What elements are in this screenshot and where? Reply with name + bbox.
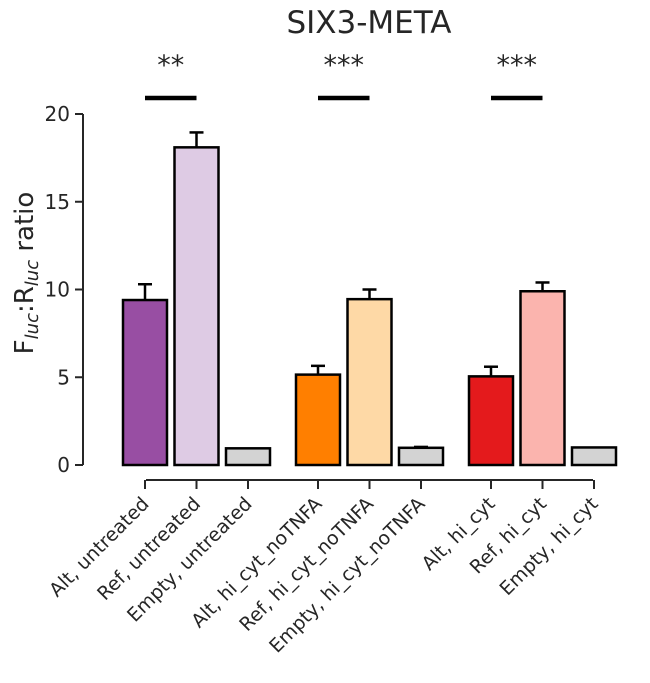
bar xyxy=(397,446,445,467)
bar xyxy=(346,297,393,467)
bar xyxy=(121,298,169,467)
significance-label: *** xyxy=(324,50,365,81)
bar xyxy=(294,373,342,467)
y-tick-label: 0 xyxy=(57,453,70,477)
bar xyxy=(570,446,618,467)
y-tick-label: 15 xyxy=(45,190,70,214)
bar xyxy=(173,146,220,467)
error-bars xyxy=(138,131,550,449)
bar xyxy=(467,375,515,467)
y-tick-label: 10 xyxy=(45,278,70,302)
bars xyxy=(121,146,618,467)
y-axis-label-sub1: luc xyxy=(22,313,43,339)
bar xyxy=(224,447,272,467)
y-axis-label-mid: :R xyxy=(10,286,40,313)
significance-label: *** xyxy=(497,50,538,81)
significance-label: ** xyxy=(157,50,184,81)
y-axis-label: Fluc:Rluc ratio xyxy=(10,192,43,355)
y-tick-label: 5 xyxy=(57,365,70,389)
significance-markers: ** *** *** xyxy=(145,50,543,101)
chart-title: SIX3-META xyxy=(286,5,451,41)
y-tick-label: 20 xyxy=(45,102,70,126)
y-axis-label-tail: ratio xyxy=(10,192,40,260)
y-ticks: 0 5 10 15 20 xyxy=(45,102,83,477)
y-axis-label-main: F xyxy=(10,339,40,354)
bar xyxy=(519,290,566,467)
y-axis-label-sub2: luc xyxy=(22,260,43,286)
